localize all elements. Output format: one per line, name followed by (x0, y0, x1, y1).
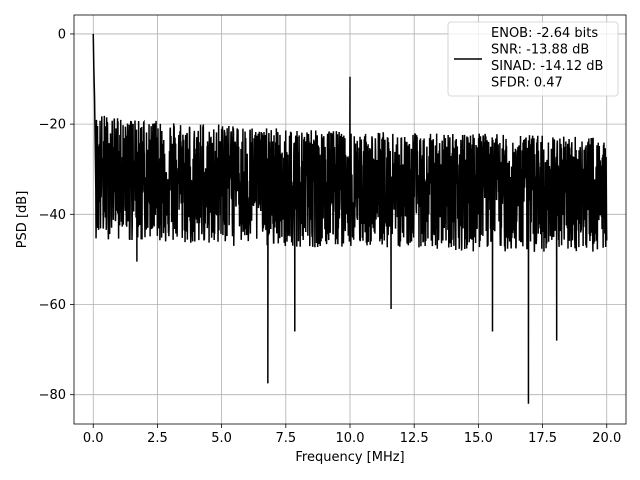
y-tick-label: −40 (39, 208, 66, 223)
x-tick-label: 5.0 (211, 431, 232, 446)
y-tick-label: −60 (39, 298, 66, 313)
x-tick-label: 12.5 (400, 431, 429, 446)
y-tick-label: −80 (39, 388, 66, 403)
x-axis-label: Frequency [MHz] (295, 450, 404, 465)
x-tick-label: 20.0 (592, 431, 621, 446)
x-tick-label: 17.5 (528, 431, 557, 446)
x-tick-label: 0.0 (83, 431, 104, 446)
x-tick-label: 7.5 (275, 431, 296, 446)
plot-area (92, 33, 608, 404)
legend-entry-text: ENOB: -2.64 bits SNR: -13.88 dB SINAD: -14… (491, 26, 603, 91)
x-tick-label: 2.5 (147, 431, 168, 446)
x-tick-label: 15.0 (464, 431, 493, 446)
y-tick-label: −20 (39, 118, 66, 133)
x-tick-label: 10.0 (336, 431, 365, 446)
axis-ticks: 0.0 2.5 5.0 7.5 10.0 12.5 15.0 17.5 20.0 0 −20 −40 −… (39, 27, 622, 446)
legend-box (447, 21, 619, 97)
legend: ENOB: -2.64 bits SNR: -13.88 dB SINAD: -14… (447, 21, 619, 97)
psd-series-line (92, 33, 608, 404)
y-axis-label: PSD [dB] (15, 191, 30, 249)
y-tick-label: 0 (58, 27, 66, 42)
